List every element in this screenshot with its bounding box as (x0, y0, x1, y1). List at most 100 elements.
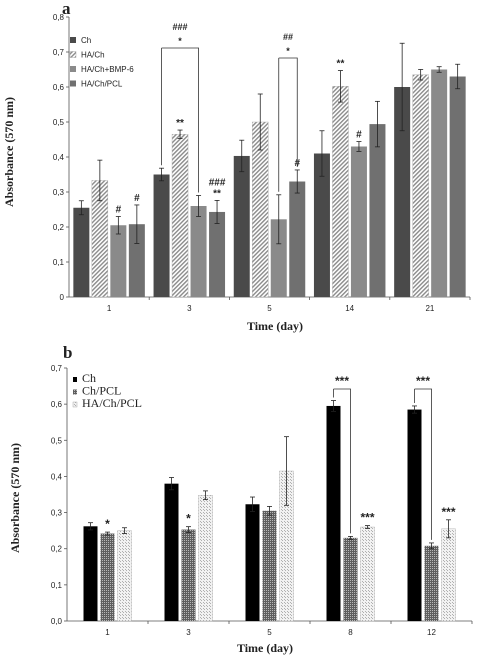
legend-label-pa-ha-ch-pcl: HA/Ch/PCL (81, 80, 123, 89)
y-tick-label-pa: 0,6 (53, 83, 65, 92)
bar-pb-ch-pcl-day-8 (343, 537, 358, 621)
bracket-pb-day-12 (414, 388, 432, 540)
y-tick-label-pa: 0,8 (53, 13, 65, 22)
significance-mark-pa: ### (209, 177, 226, 188)
bar-pa-ch-day-21 (394, 87, 411, 297)
x-tick-label-pa-14: 14 (345, 304, 354, 313)
bar-pb-ch-pcl-day-3 (181, 529, 196, 621)
bar-pb-ch-pcl-day-12 (424, 545, 439, 621)
significance-mark-pa: ** (176, 118, 184, 129)
y-tick-label-pb: 0,7 (51, 364, 63, 373)
significance-mark-pa: ** (213, 188, 221, 199)
y-tick-label-pa: 0 (60, 293, 65, 302)
bar-pa-ch-day-14 (313, 153, 330, 297)
bar-pa-ha-ch-bmp-6-day-5 (270, 219, 287, 297)
bar-pa-ha-ch-bmp-6-day-1 (110, 225, 127, 297)
plot-area-b: 0,00,10,20,30,40,50,60,71 3 5 8 12* * *** *****… (51, 364, 473, 637)
y-axis-label-a: Absorbance (570 nm) (2, 97, 16, 207)
bar-pb-ch-pcl-day-5 (262, 510, 277, 621)
legend-label-pa-ch: Ch (81, 36, 91, 45)
bracket-label-pa: ### (173, 22, 188, 32)
legend-label-pa-ha-ch: HA/Ch (81, 51, 105, 60)
legend-swatch-pb-ha-ch-pcl (72, 401, 78, 408)
y-axis-label-b: Absorbance (570 nm) (8, 443, 22, 553)
legend-swatch-pa-ha-ch (69, 51, 77, 58)
bracket-label-pa: * (178, 36, 182, 46)
y-tick-label-pb: 0,1 (51, 581, 63, 590)
bar-pa-ha-ch-bmp-6-day-14 (350, 146, 367, 297)
significance-mark-pb: * (186, 512, 191, 526)
x-axis-label-a: Time (day) (247, 319, 303, 333)
bar-pa-ha-ch-pcl-day-5 (289, 181, 306, 297)
bar-pb-ch-day-12 (407, 409, 422, 621)
x-tick-label-pb-3: 3 (186, 628, 191, 637)
chart-panel-b: b Absorbance (570 nm) Time (day) 0,0 0,1 0… (8, 343, 473, 655)
x-axis-label-b: Time (day) (237, 641, 293, 655)
legend-label-pb-ch-pcl: Ch/PCL (82, 384, 121, 398)
y-tick-label-pb: 0,5 (51, 436, 63, 445)
significance-mark-pa: ** (337, 59, 345, 70)
x-tick-label-pb-5: 5 (267, 628, 272, 637)
significance-mark-pb: * (105, 517, 110, 531)
x-tick-label-pa-21: 21 (425, 304, 434, 313)
bar-pa-ha-ch-day-21 (412, 74, 429, 298)
bar-pb-ha-ch-pcl-day-8 (360, 526, 375, 622)
x-tick-label-pa-1: 1 (107, 304, 112, 313)
y-tick-label-pa: 0,5 (53, 118, 65, 127)
chart-panel-a: a Absorbance (570 nm) Time (day) 0 0,1 0,2… (2, 0, 471, 333)
legend-label-pb-ha-ch-pcl: HA/Ch/PCL (82, 396, 142, 410)
x-tick-label-pb-12: 12 (427, 628, 436, 637)
bar-pb-ch-day-8 (326, 405, 341, 621)
bar-pa-ch-day-3 (153, 174, 170, 297)
y-tick-label-pb: 0,0 (51, 617, 63, 626)
bar-pb-ha-ch-pcl-day-1 (117, 530, 132, 622)
significance-mark-pb: *** (360, 511, 374, 525)
legend-label-pb-ch: Ch (82, 371, 96, 385)
y-tick-label-pa: 0,1 (53, 258, 65, 267)
bar-pb-ch-day-1 (83, 526, 98, 621)
panel-label-a: a (62, 0, 71, 18)
bar-pa-ha-ch-pcl-day-14 (369, 124, 386, 297)
y-tick-label-pb: 0,2 (51, 545, 63, 554)
significance-mark-pa: # (116, 205, 122, 216)
legend-label-pa-ha-ch-bmp-6: HA/Ch+BMP-6 (81, 65, 134, 74)
bracket-pb-day-8 (333, 388, 351, 534)
bar-pb-ha-ch-pcl-day-12 (441, 528, 456, 622)
y-tick-label-pa: 0,2 (53, 223, 65, 232)
y-tick-label-pb: 0,3 (51, 509, 63, 518)
legend-swatch-pa-ha-ch-pcl (70, 80, 76, 87)
bar-pa-ha-ch-bmp-6-day-21 (431, 69, 448, 297)
bracket-pa-day-3 (161, 47, 199, 193)
bar-pa-ha-ch-day-3 (171, 134, 189, 298)
significance-mark-pa: # (134, 193, 140, 204)
legend-swatch-pb-ch-pcl (73, 389, 77, 395)
bar-pa-ch-day-5 (233, 155, 250, 297)
legend-swatch-pb-ch (73, 377, 77, 382)
y-tick-label-pb: 0,6 (51, 400, 63, 409)
y-tick-label-pb: 0,4 (51, 472, 63, 481)
bar-pa-ch-day-1 (73, 207, 90, 297)
y-tick-label-pa: 0,4 (53, 153, 65, 162)
bar-pb-ha-ch-pcl-day-3 (198, 495, 213, 622)
bracket-pa-day-5 (278, 57, 298, 167)
bracket-label-pb: *** (416, 374, 430, 388)
bar-pb-ch-day-3 (164, 483, 179, 621)
bar-pa-ha-ch-bmp-6-day-3 (190, 206, 207, 297)
x-tick-label-pa-3: 3 (187, 304, 192, 313)
significance-mark-pa: # (356, 130, 362, 141)
bar-pb-ch-day-5 (245, 504, 260, 621)
bracket-label-pa: * (286, 46, 290, 56)
bracket-label-pb: *** (335, 374, 349, 388)
bar-pa-ha-ch-pcl-day-3 (209, 211, 226, 297)
x-tick-label-pb-1: 1 (105, 628, 110, 637)
panel-label-b: b (63, 343, 72, 362)
bar-pa-ha-ch-pcl-day-21 (449, 76, 466, 297)
legend-swatch-pa-ha-ch-bmp-6 (70, 66, 76, 72)
bracket-label-pa: ## (283, 32, 293, 42)
legend-swatch-pa-ch (70, 37, 76, 43)
x-tick-label-pa-5: 5 (267, 304, 272, 313)
bar-pa-ha-ch-day-14 (332, 86, 349, 298)
bar-pb-ch-pcl-day-1 (100, 533, 115, 621)
x-tick-label-pb-8: 8 (348, 628, 353, 637)
